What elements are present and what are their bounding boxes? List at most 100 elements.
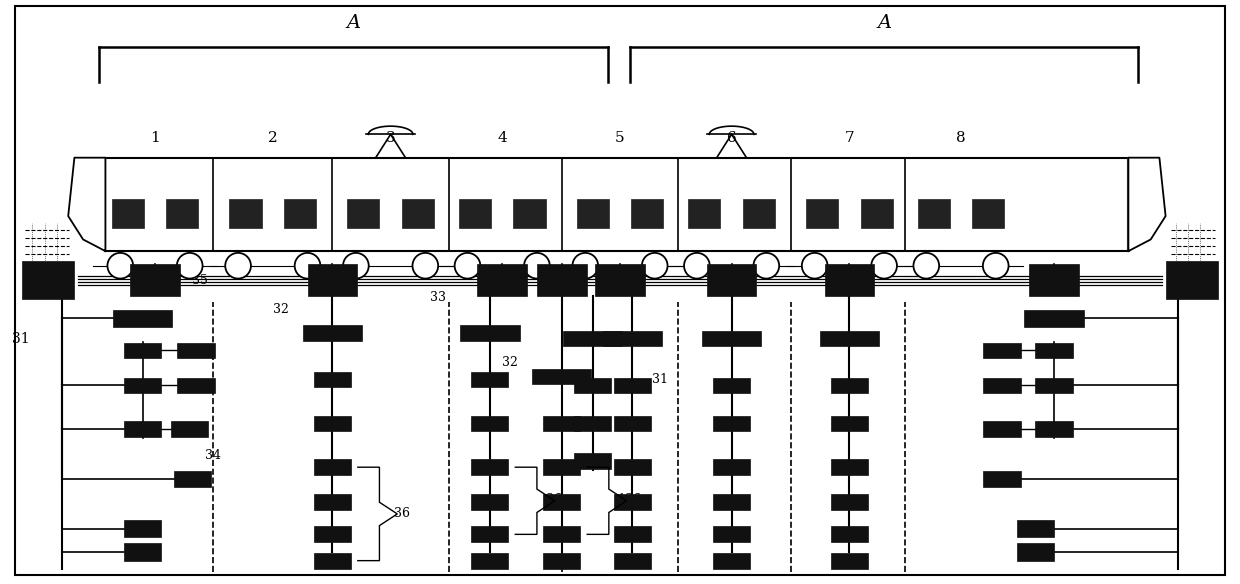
FancyBboxPatch shape [743,199,775,228]
Text: 136: 136 [618,493,641,506]
FancyBboxPatch shape [543,527,580,542]
FancyBboxPatch shape [831,416,868,431]
FancyBboxPatch shape [713,552,750,569]
Circle shape [684,253,709,279]
FancyBboxPatch shape [1035,343,1073,359]
Text: 33: 33 [430,291,446,304]
FancyBboxPatch shape [614,552,651,569]
FancyBboxPatch shape [543,552,580,569]
Text: 3: 3 [386,131,396,145]
FancyBboxPatch shape [471,459,508,475]
Circle shape [573,253,598,279]
FancyBboxPatch shape [105,158,1128,251]
FancyBboxPatch shape [831,527,868,542]
FancyBboxPatch shape [595,265,645,297]
FancyBboxPatch shape [614,527,651,542]
Circle shape [295,253,320,279]
FancyBboxPatch shape [614,416,651,431]
FancyBboxPatch shape [713,416,750,431]
FancyBboxPatch shape [284,199,316,228]
Text: 2: 2 [268,131,278,145]
FancyBboxPatch shape [983,343,1021,359]
Polygon shape [1128,158,1166,251]
FancyBboxPatch shape [806,199,838,228]
FancyBboxPatch shape [166,199,198,228]
FancyBboxPatch shape [402,199,434,228]
FancyBboxPatch shape [688,199,720,228]
FancyBboxPatch shape [314,494,351,510]
Text: 7: 7 [844,131,854,145]
FancyBboxPatch shape [543,494,580,510]
FancyBboxPatch shape [702,331,761,346]
FancyBboxPatch shape [972,199,1004,228]
FancyBboxPatch shape [707,265,756,297]
FancyBboxPatch shape [347,199,379,228]
FancyBboxPatch shape [532,369,591,384]
FancyBboxPatch shape [303,325,362,340]
FancyBboxPatch shape [471,494,508,510]
FancyBboxPatch shape [574,378,611,394]
Text: 31: 31 [558,373,573,386]
Text: 32: 32 [273,303,289,316]
Polygon shape [68,158,105,251]
FancyBboxPatch shape [124,422,161,437]
Text: 1: 1 [150,131,160,145]
FancyBboxPatch shape [831,378,868,394]
FancyBboxPatch shape [820,331,879,346]
Circle shape [983,253,1008,279]
FancyBboxPatch shape [543,459,580,475]
FancyBboxPatch shape [1017,543,1054,561]
FancyBboxPatch shape [713,527,750,542]
Circle shape [525,253,549,279]
FancyBboxPatch shape [22,262,74,299]
FancyBboxPatch shape [130,265,180,297]
FancyBboxPatch shape [1024,310,1084,326]
FancyBboxPatch shape [831,459,868,475]
FancyBboxPatch shape [918,199,950,228]
FancyBboxPatch shape [1029,265,1079,297]
Text: 34: 34 [205,449,221,462]
Text: 5: 5 [615,131,625,145]
FancyBboxPatch shape [174,471,211,487]
Text: 6: 6 [727,131,737,145]
FancyBboxPatch shape [713,494,750,510]
FancyBboxPatch shape [124,378,161,394]
FancyBboxPatch shape [513,199,546,228]
FancyBboxPatch shape [459,199,491,228]
FancyBboxPatch shape [314,459,351,475]
FancyBboxPatch shape [112,199,144,228]
FancyBboxPatch shape [713,459,750,475]
FancyBboxPatch shape [614,459,651,475]
FancyBboxPatch shape [113,310,172,326]
FancyBboxPatch shape [563,331,622,346]
FancyBboxPatch shape [983,422,1021,437]
Circle shape [177,253,202,279]
Text: A: A [877,14,892,32]
FancyBboxPatch shape [308,265,357,297]
FancyBboxPatch shape [314,372,351,388]
FancyBboxPatch shape [177,343,215,359]
FancyBboxPatch shape [574,416,611,431]
Text: 36: 36 [546,493,562,506]
FancyBboxPatch shape [1035,422,1073,437]
FancyBboxPatch shape [124,520,161,537]
Text: 8: 8 [956,131,966,145]
FancyBboxPatch shape [713,378,750,394]
Circle shape [343,253,368,279]
Text: 31: 31 [12,332,30,346]
FancyBboxPatch shape [983,471,1021,487]
Text: 32: 32 [502,356,518,369]
Text: 31: 31 [652,373,667,386]
FancyBboxPatch shape [831,552,868,569]
FancyBboxPatch shape [177,378,215,394]
FancyBboxPatch shape [1035,378,1073,394]
FancyBboxPatch shape [614,378,651,394]
FancyBboxPatch shape [314,527,351,542]
FancyBboxPatch shape [1017,520,1054,537]
Text: 4: 4 [497,131,507,145]
Circle shape [108,253,133,279]
Circle shape [642,253,667,279]
FancyBboxPatch shape [314,416,351,431]
FancyBboxPatch shape [171,422,208,437]
FancyBboxPatch shape [471,552,508,569]
